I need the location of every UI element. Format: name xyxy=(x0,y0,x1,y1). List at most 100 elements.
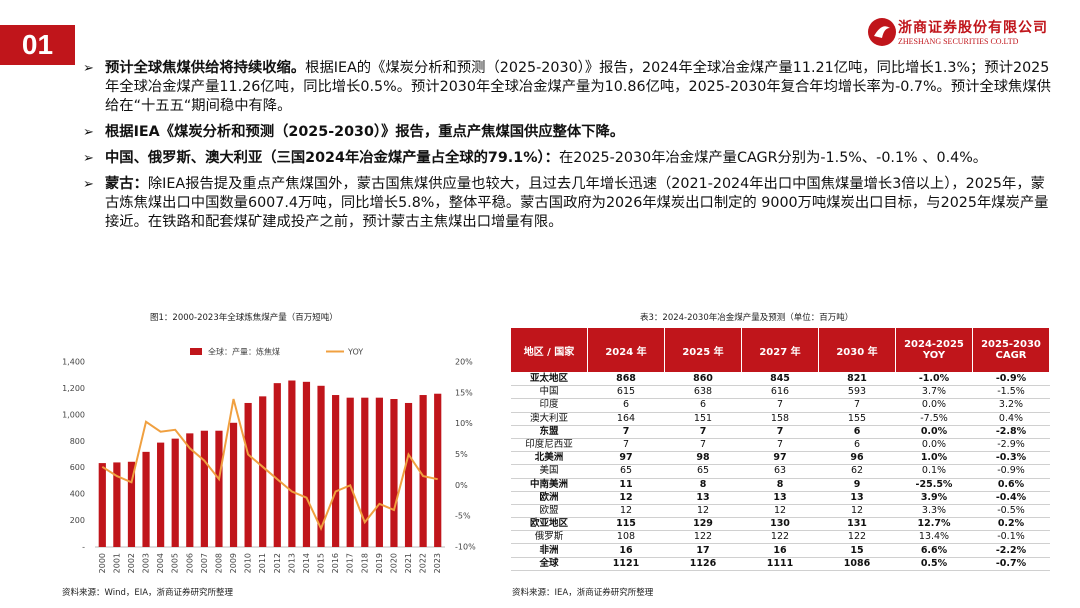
bar xyxy=(142,451,150,547)
table-source: 资料来源：IEA，浙商证券研究所整理 xyxy=(512,588,654,598)
table-cell: 6 xyxy=(818,425,896,439)
y-tick-label: 800 xyxy=(70,437,85,446)
table-cell: 63 xyxy=(741,464,819,479)
table-cell: 115 xyxy=(587,517,665,532)
table-cell: -2.9% xyxy=(972,438,1050,453)
table-cell: 108 xyxy=(587,530,665,545)
x-tick-label: 2000 xyxy=(98,553,107,573)
table-cell: 16 xyxy=(587,543,665,558)
y-tick-label: 600 xyxy=(70,463,85,472)
x-tick-label: 2005 xyxy=(171,553,180,573)
table-cell: 3.7% xyxy=(895,385,973,400)
table-cell: 1126 xyxy=(664,557,742,571)
table-cell: -25.5% xyxy=(895,478,973,492)
table-cell: 非洲 xyxy=(510,543,588,558)
table-cell: 1.0% xyxy=(895,451,973,466)
table-cell: -1.5% xyxy=(972,385,1050,400)
x-tick-label: 2007 xyxy=(200,553,209,573)
column-header: 2024-2025 YOY xyxy=(895,327,973,373)
table-cell: 7 xyxy=(664,425,742,439)
table-cell: 7 xyxy=(587,438,665,453)
table-cell: -1.0% xyxy=(895,372,973,387)
column-header: 地区 / 国家 xyxy=(510,327,588,373)
x-tick-label: 2015 xyxy=(317,553,326,573)
company-name-en: ZHESHANG SECURITIES CO.LTD xyxy=(898,37,1019,46)
table-cell: 97 xyxy=(587,451,665,466)
x-tick-label: 2022 xyxy=(419,553,428,573)
y2-tick-label: -5% xyxy=(455,512,471,521)
bar xyxy=(259,396,267,547)
table-cell: 0.0% xyxy=(895,398,973,413)
table-cell: 0.4% xyxy=(972,412,1050,426)
table-cell: 130 xyxy=(741,517,819,532)
table-cell: 1086 xyxy=(818,557,896,571)
x-tick-label: 2017 xyxy=(346,553,355,573)
column-header: 2024 年 xyxy=(587,327,665,373)
table-row: 欧盟 12 12 12 12 3.3% -0.5% xyxy=(510,504,1050,519)
table-cell: 164 xyxy=(587,412,665,426)
table-cell: 122 xyxy=(664,530,742,545)
table-cell: 0.1% xyxy=(895,464,973,479)
bullet-lead: 预计全球焦煤供给将持续收缩。 xyxy=(105,60,306,76)
table-cell: -0.7% xyxy=(972,557,1050,571)
table-cell: 印度尼西亚 xyxy=(510,438,588,453)
y-tick-label: 1,400 xyxy=(62,358,85,367)
bar xyxy=(361,397,369,547)
legend-label: 全球：产量：炼焦煤 xyxy=(208,347,280,357)
x-tick-label: 2018 xyxy=(360,553,369,573)
table-row: 亚太地区 868 860 845 821 -1.0% -0.9% xyxy=(510,372,1050,387)
table-cell: 65 xyxy=(664,464,742,479)
y-tick-label: 1,200 xyxy=(62,384,85,393)
table-cell: 62 xyxy=(818,464,896,479)
table-cell: 158 xyxy=(741,412,819,426)
bar xyxy=(332,395,340,547)
table-cell: 7 xyxy=(741,398,819,413)
chart: - 200 400 600 800 1,000 1,200 1,400 -10% -5% 0% 5% 1… xyxy=(62,347,476,574)
table-cell: -0.9% xyxy=(972,372,1050,387)
table-cell: 欧亚地区 xyxy=(510,517,588,532)
table-cell: -0.9% xyxy=(972,464,1050,479)
table-row: 非洲 16 17 16 15 6.6% -2.2% xyxy=(510,543,1050,558)
x-tick-label: 2020 xyxy=(389,553,398,573)
table-cell: 3.9% xyxy=(895,491,973,505)
bar xyxy=(171,438,179,547)
table-cell: 13 xyxy=(741,491,819,505)
column-header: 2025 年 xyxy=(664,327,742,373)
bullet: 中国、俄罗斯、澳大利亚（三国2024年冶金煤产量占全球的79.1%）：在2025… xyxy=(83,149,1053,168)
table-cell: 3.3% xyxy=(895,504,973,519)
x-tick-label: 2014 xyxy=(302,553,311,573)
bar xyxy=(244,402,252,547)
table-cell: 俄罗斯 xyxy=(510,530,588,545)
x-tick-label: 2021 xyxy=(404,553,413,573)
x-tick-label: 2012 xyxy=(273,553,282,573)
x-tick-label: 2010 xyxy=(244,553,253,573)
y-tick-label: 200 xyxy=(70,516,85,525)
table-row: 欧洲 12 13 13 13 3.9% -0.4% xyxy=(510,491,1050,505)
table-cell: 13 xyxy=(818,491,896,505)
x-tick-label: 2019 xyxy=(375,553,384,573)
x-tick-label: 2013 xyxy=(287,553,296,573)
table-cell: -0.3% xyxy=(972,451,1050,466)
table-cell: 3.2% xyxy=(972,398,1050,413)
y-tick-label: 400 xyxy=(70,490,85,499)
table-cell: 0.0% xyxy=(895,425,973,439)
bullet-lead: 根据IEA《煤炭分析和预测（2025-2030）》报告，重点产焦煤国供应整体下降… xyxy=(105,124,625,140)
bullet: 预计全球焦煤供给将持续收缩。根据IEA的《煤炭分析和预测（2025-2030）》… xyxy=(83,59,1053,116)
bullet-lead: 中国、俄罗斯、澳大利亚（三国2024年冶金煤产量占全球的79.1%）： xyxy=(105,150,559,166)
table-cell: 东盟 xyxy=(510,425,588,439)
table-cell: 7 xyxy=(664,438,742,453)
table-cell: 12 xyxy=(587,504,665,519)
bar xyxy=(157,442,165,547)
header-row: 地区 / 国家 2024 年 2025 年 2027 年 2030 年 2024-2025… xyxy=(510,327,1050,373)
table-cell: -7.5% xyxy=(895,412,973,426)
table-cell: 8 xyxy=(741,478,819,492)
table-cell: 860 xyxy=(664,372,742,387)
bar xyxy=(98,463,106,547)
table-cell: 亚太地区 xyxy=(510,372,588,387)
bar xyxy=(288,380,296,547)
bar xyxy=(273,383,281,547)
bar xyxy=(215,430,223,547)
table-cell: 13 xyxy=(664,491,742,505)
x-tick-label: 2009 xyxy=(229,553,238,573)
